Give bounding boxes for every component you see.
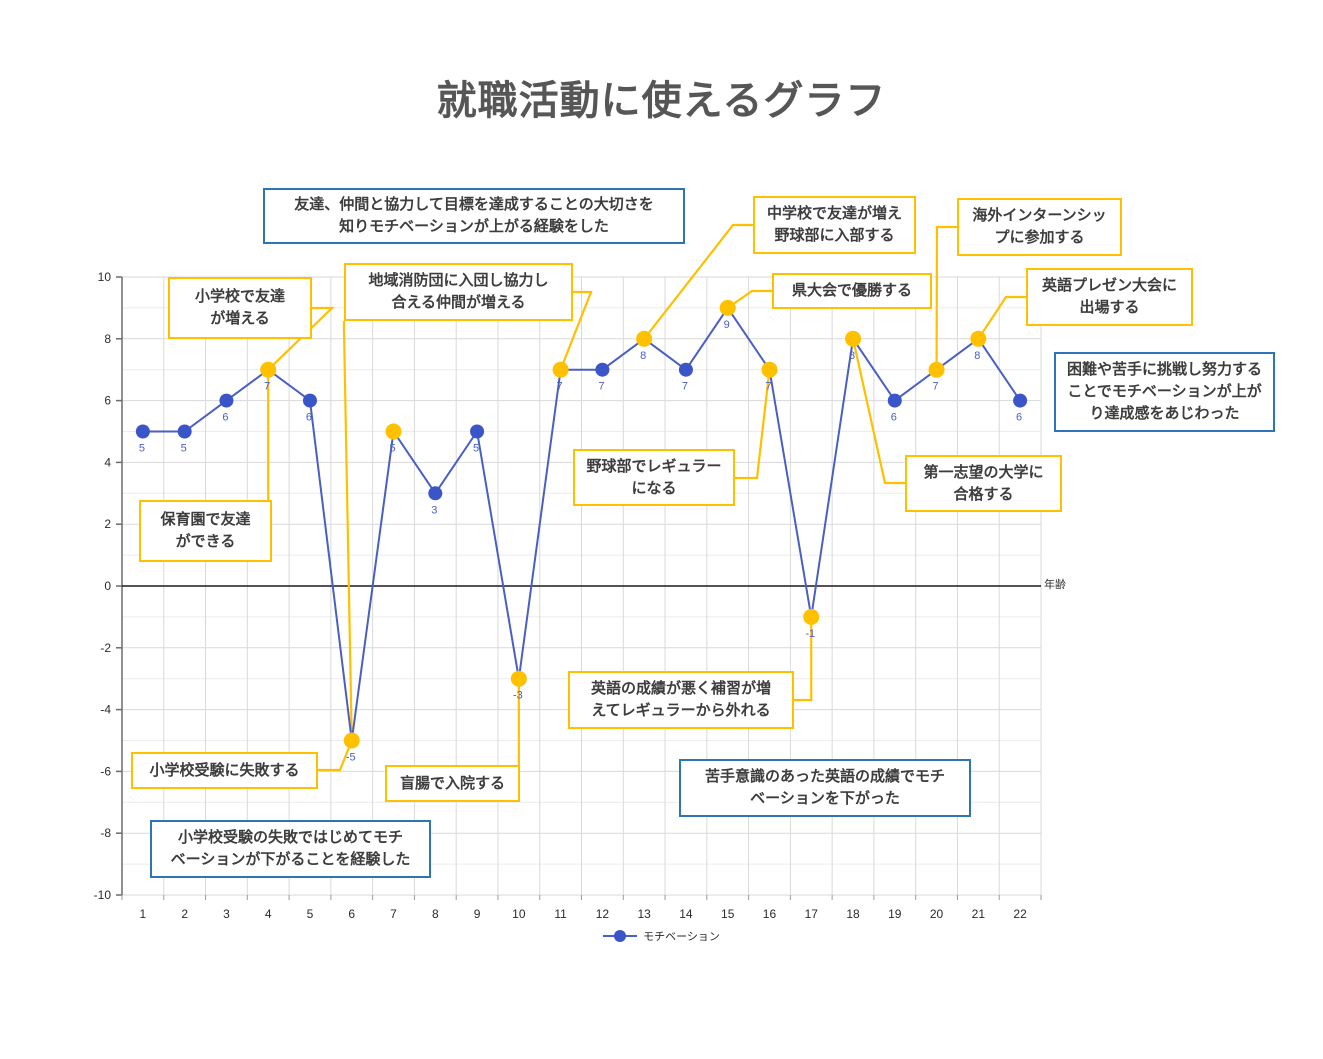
svg-text:7: 7	[598, 381, 604, 393]
callout-baseball-regular[interactable]: 野球部でレギュラー になる	[573, 449, 735, 506]
svg-text:5: 5	[473, 443, 479, 455]
svg-text:-10: -10	[94, 888, 112, 902]
svg-text:2: 2	[104, 517, 111, 531]
svg-text:5: 5	[139, 443, 145, 455]
svg-text:18: 18	[846, 907, 860, 921]
svg-text:15: 15	[721, 907, 735, 921]
callout-first-motivation-drop[interactable]: 小学校受験の失敗ではじめてモチ ベーションが下がることを経験した	[150, 820, 431, 878]
svg-text:0: 0	[104, 579, 111, 593]
svg-text:10: 10	[512, 907, 526, 921]
svg-text:6: 6	[348, 907, 355, 921]
legend-marker-motivation	[603, 930, 638, 942]
callout-english-presentation[interactable]: 英語プレゼン大会に 出場する	[1026, 268, 1193, 326]
svg-text:11: 11	[554, 907, 567, 921]
svg-text:-1: -1	[805, 628, 815, 640]
series-value-labels: 5 5 6 7 6 -5 5 3 5 -3 7 7 8 7 9 7 -1 8 6 7 8 6	[139, 319, 1022, 764]
svg-text:6: 6	[1016, 412, 1022, 424]
callout-prefectural-championship[interactable]: 県大会で優勝する	[772, 273, 932, 309]
callout-challenge-achievement[interactable]: 困難や苦手に挑戦し努力する ことでモチベーションが上が り達成感をあじわった	[1054, 352, 1275, 432]
svg-text:7: 7	[682, 381, 688, 393]
svg-text:8: 8	[640, 350, 646, 362]
legend-label-motivation: モチベーション	[643, 931, 720, 943]
svg-text:12: 12	[596, 907, 610, 921]
svg-text:3: 3	[223, 907, 230, 921]
callout-elementary-school-friends[interactable]: 小学校で友達 が増える	[168, 277, 312, 339]
callout-nursery-friends[interactable]: 保育園で友達 ができる	[139, 500, 272, 562]
series-line-motivation	[142, 306, 1021, 741]
axes	[116, 276, 1042, 900]
callout-english-weakness-motivation[interactable]: 苦手意識のあった英語の成績でモチ ベーションを下がった	[679, 759, 971, 817]
callout-junior-high-baseball[interactable]: 中学校で友達が増え 野球部に入部する	[753, 196, 916, 254]
svg-text:4: 4	[104, 455, 111, 469]
callout-english-grades-drop[interactable]: 英語の成績が悪く補習が増 えてレギュラーから外れる	[568, 671, 794, 729]
svg-text:-4: -4	[100, 703, 111, 717]
svg-text:1: 1	[140, 907, 147, 921]
svg-text:5: 5	[307, 907, 314, 921]
svg-text:22: 22	[1013, 907, 1027, 921]
svg-text:13: 13	[637, 907, 651, 921]
svg-text:5: 5	[389, 443, 395, 455]
chart-legend: モチベーション	[0, 928, 1323, 944]
svg-text:7: 7	[264, 381, 270, 393]
svg-text:5: 5	[181, 443, 187, 455]
svg-text:8: 8	[849, 350, 855, 362]
svg-text:6: 6	[891, 412, 897, 424]
callout-exam-failure[interactable]: 小学校受験に失敗する	[131, 752, 318, 789]
callout-fire-brigade[interactable]: 地域消防団に入団し協力し 合える仲間が増える	[344, 263, 573, 321]
svg-text:-3: -3	[513, 690, 523, 702]
svg-text:9: 9	[474, 907, 481, 921]
callout-overseas-internship[interactable]: 海外インターンシッ プに参加する	[957, 198, 1122, 256]
svg-text:9: 9	[724, 319, 730, 331]
svg-text:2: 2	[181, 907, 188, 921]
svg-text:3: 3	[431, 504, 437, 516]
svg-text:7: 7	[765, 381, 771, 393]
svg-text:7: 7	[933, 381, 939, 393]
svg-text:7: 7	[390, 907, 397, 921]
x-axis-title: 年齢	[1044, 579, 1066, 591]
svg-text:10: 10	[98, 270, 112, 284]
callout-teamwork-motivation[interactable]: 友達、仲間と協力して目標を達成することの大切さを 知りモチベーションが上がる経験を…	[263, 188, 685, 244]
svg-text:-5: -5	[346, 752, 356, 764]
svg-text:6: 6	[104, 394, 111, 408]
svg-text:-2: -2	[100, 641, 111, 655]
svg-text:8: 8	[974, 350, 980, 362]
svg-text:8: 8	[432, 907, 439, 921]
callout-appendicitis[interactable]: 盲腸で入院する	[385, 765, 520, 802]
svg-text:-8: -8	[100, 826, 111, 840]
svg-text:17: 17	[805, 907, 819, 921]
svg-text:16: 16	[763, 907, 777, 921]
svg-text:14: 14	[679, 907, 693, 921]
page-title: 就職活動に使えるグラフ	[436, 79, 887, 123]
svg-text:-6: -6	[100, 764, 111, 778]
series-data-points	[135, 299, 1028, 749]
callout-first-choice-university[interactable]: 第一志望の大学に 合格する	[905, 455, 1062, 512]
svg-text:7: 7	[557, 381, 563, 393]
svg-text:6: 6	[306, 412, 312, 424]
svg-text:6: 6	[222, 412, 228, 424]
svg-text:19: 19	[888, 907, 902, 921]
svg-text:20: 20	[930, 907, 944, 921]
svg-text:8: 8	[104, 332, 111, 346]
svg-text:21: 21	[972, 907, 986, 921]
svg-text:4: 4	[265, 907, 272, 921]
